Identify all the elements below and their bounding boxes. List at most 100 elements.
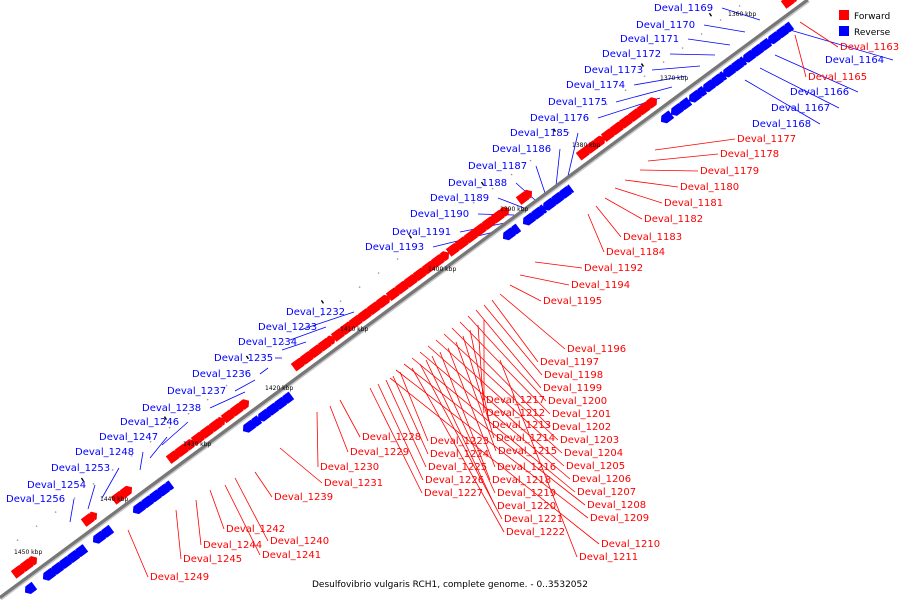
forward-gene-label: Deval_1249 <box>150 572 209 583</box>
scale-dot <box>586 117 589 120</box>
forward-gene-label: Deval_1227 <box>424 488 483 499</box>
reverse-gene-label: Deval_1172 <box>602 49 661 60</box>
reverse-gene-label: Deval_1173 <box>584 65 643 76</box>
reverse-leader-line <box>703 24 746 33</box>
reverse-gene-label: Deval_1175 <box>548 97 607 108</box>
forward-gene-label: Deval_1196 <box>567 344 626 355</box>
tick-label: 1430 kbp <box>183 441 211 448</box>
forward-leader-line <box>647 153 719 162</box>
backbone-highlight <box>0 1 810 600</box>
forward-leader-line <box>399 371 429 442</box>
tick-label: 1390 kbp <box>500 206 528 213</box>
forward-gene-label: Deval_1218 <box>492 475 551 486</box>
reverse-leader-line <box>299 311 355 331</box>
tick-mark <box>245 355 250 360</box>
forward-leader-line <box>339 399 361 438</box>
reverse-gene <box>718 71 728 81</box>
forward-gene-label: Deval_1230 <box>320 462 379 473</box>
forward-gene-label: Deval_1214 <box>496 433 555 444</box>
forward-leader-line <box>427 345 565 467</box>
reverse-gene-label: Deval_1166 <box>790 87 849 98</box>
reverse-gene-label: Deval_1235 <box>214 353 273 364</box>
reverse-gene-label: Deval_1187 <box>468 161 527 172</box>
reverse-leader-line <box>209 391 246 409</box>
forward-gene-label: Deval_1210 <box>601 539 660 550</box>
forward-leader-line <box>499 359 578 558</box>
forward-gene-label: Deval_1240 <box>270 536 329 547</box>
forward-gene <box>217 416 226 426</box>
tick-label: 1410 kbp <box>340 326 368 333</box>
forward-leader-line <box>614 187 663 204</box>
scale-dot <box>282 342 285 345</box>
scale-dot <box>624 89 627 92</box>
reverse-gene-label: Deval_1237 <box>167 386 226 397</box>
forward-leader-line <box>431 355 496 494</box>
reverse-gene <box>250 415 263 427</box>
scale-dot <box>301 328 304 331</box>
reverse-gene-label: Deval_1232 <box>286 307 345 318</box>
scale-dot <box>548 145 551 148</box>
forward-leader-line <box>377 383 424 481</box>
legend-reverse-swatch <box>839 26 849 36</box>
reverse-leader-line <box>259 367 269 375</box>
reverse-gene-label: Deval_1193 <box>365 242 424 253</box>
reverse-gene-label: Deval_1170 <box>636 20 695 31</box>
tick-label: 1400 kbp <box>428 266 456 273</box>
forward-gene-label: Deval_1225 <box>428 462 487 473</box>
forward-gene-label: Deval_1199 <box>543 383 602 394</box>
tick-mark <box>640 63 645 67</box>
scale-dot <box>415 244 418 246</box>
reverse-gene <box>100 524 115 538</box>
reverse-leader-line <box>281 341 307 351</box>
forward-gene <box>375 294 391 309</box>
forward-leader-line <box>469 329 491 426</box>
reverse-gene <box>164 480 175 491</box>
forward-leader-line <box>254 471 273 498</box>
tick-mark <box>163 416 168 420</box>
forward-leader-line <box>369 387 423 494</box>
forward-leader-line <box>459 321 551 415</box>
scale-dot <box>130 455 133 457</box>
forward-leader-line <box>435 339 563 454</box>
forward-leader-line <box>794 34 807 78</box>
forward-gene-label: Deval_1178 <box>720 149 779 160</box>
reverse-leader-line <box>669 53 716 56</box>
reverse-leader-line <box>101 467 120 499</box>
scale-dot <box>168 426 171 429</box>
reverse-leader-line <box>567 132 579 177</box>
forward-gene-label: Deval_1183 <box>623 232 682 243</box>
forward-leader-line <box>439 351 491 481</box>
forward-gene-label: Deval_1212 <box>486 408 545 419</box>
tick-mark <box>552 128 557 133</box>
tick-label: 1450 kbp <box>14 549 42 556</box>
forward-gene-label: Deval_1194 <box>571 280 630 291</box>
scale-dot <box>358 286 361 288</box>
forward-gene-label: Deval_1216 <box>497 462 556 473</box>
scale-dot <box>54 511 57 513</box>
reverse-gene-label: Deval_1253 <box>51 463 110 474</box>
reverse-leader-line <box>289 326 327 341</box>
reverse-gene-label: Deval_1190 <box>410 209 469 220</box>
forward-leader-line <box>455 341 497 452</box>
forward-gene-label: Deval_1213 <box>492 420 551 431</box>
forward-leader-line <box>587 213 605 253</box>
forward-leader-line <box>411 357 576 493</box>
forward-gene-label: Deval_1206 <box>572 474 631 485</box>
scale-dot <box>320 314 323 317</box>
forward-gene <box>89 511 98 521</box>
forward-gene-label: Deval_1244 <box>203 540 262 551</box>
forward-leader-line <box>639 169 699 172</box>
reverse-leader-line <box>721 7 761 21</box>
scale-dot <box>111 469 114 471</box>
scale-ticks: 1360 kbp 1370 kbp 1380 kbp 1390 kbp 1400 kbp… <box>14 5 756 556</box>
reverse-leader-line <box>497 197 525 209</box>
forward-leader-line <box>403 363 586 506</box>
reverse-gene-label: Deval_1248 <box>75 447 134 458</box>
forward-gene-label: Deval_1177 <box>737 134 796 145</box>
forward-gene-label: Deval_1200 <box>548 396 607 407</box>
forward-gene <box>524 189 533 199</box>
forward-gene-label: Deval_1204 <box>564 448 623 459</box>
gene-features <box>10 0 797 595</box>
forward-leader-line <box>419 351 571 480</box>
